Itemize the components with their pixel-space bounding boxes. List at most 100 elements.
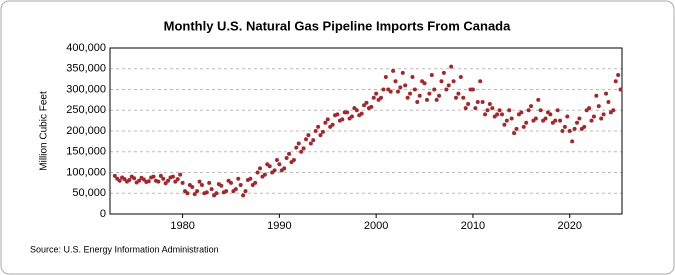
data-point [521,124,526,129]
data-point [473,106,478,111]
data-point [345,110,350,115]
data-point [524,120,529,125]
data-point [308,141,313,146]
data-point [141,177,146,182]
data-point [395,89,400,94]
data-point [379,95,384,100]
data-point [303,137,308,142]
data-point [594,93,599,98]
data-point [606,99,611,104]
data-point [437,93,442,98]
data-point [301,146,306,151]
data-point [127,177,132,182]
data-point [393,79,398,84]
data-point [432,87,437,92]
data-point [219,183,224,188]
data-point [320,129,325,134]
data-point [483,112,488,117]
data-point [253,180,258,185]
data-point [618,87,623,92]
data-point [132,176,137,181]
data-point [558,118,563,123]
y-tick-label: 350,000 [66,63,106,75]
data-point [391,68,396,73]
data-point [325,117,330,122]
data-point [398,85,403,90]
data-point [228,180,233,185]
data-point [596,104,601,109]
data-point [417,93,422,98]
data-point [190,185,195,190]
data-point [466,102,471,107]
data-point [601,112,606,117]
data-point [117,178,122,183]
y-tick-label: 0 [100,208,106,220]
data-point [277,162,282,167]
data-point [349,114,354,119]
y-axis-label: Million Cubic Feet [39,91,50,171]
plot-area [109,47,623,215]
data-point [388,89,393,94]
data-point [161,176,166,181]
data-point [173,179,178,184]
data-point [180,180,185,185]
data-point [514,126,519,131]
data-point [354,108,359,113]
data-point [267,164,272,169]
data-point [536,97,541,102]
data-point [562,124,567,129]
data-point [197,179,202,184]
data-point [429,72,434,77]
data-point [262,172,267,177]
data-point [318,133,323,138]
data-point [589,118,594,123]
y-tick-label: 150,000 [66,146,106,158]
data-point [158,173,163,178]
data-point [178,172,183,177]
data-point [422,81,427,86]
y-tick-label: 250,000 [66,104,106,116]
data-point [199,182,204,187]
data-point [209,187,214,192]
data-point [519,110,524,115]
data-point [335,112,340,117]
data-point [434,97,439,102]
source-note: Source: U.S. Energy Information Administ… [30,244,219,254]
data-point [284,155,289,160]
data-point [485,108,490,113]
data-point [204,190,209,195]
data-point [599,116,604,121]
data-point [582,124,587,129]
data-point [122,177,127,182]
data-point [151,174,156,179]
y-tick-label: 100,000 [66,166,106,178]
data-point [243,189,248,194]
data-point [565,114,570,119]
x-tick-label: 2020 [557,220,581,232]
data-point [611,108,616,113]
data-point [458,75,463,80]
data-point [507,108,512,113]
data-point [241,193,246,198]
data-point [533,116,538,121]
data-point [574,120,579,125]
data-point [613,79,618,84]
data-point [236,176,241,181]
data-point [548,112,553,117]
data-point [175,177,180,182]
data-point [371,95,376,100]
data-point [424,97,429,102]
data-point [509,116,514,121]
data-point [456,91,461,96]
data-point [499,112,504,117]
data-point [323,120,328,125]
data-point [287,151,292,156]
data-point [224,189,229,194]
data-point [497,108,502,113]
data-point [214,191,219,196]
data-point [444,87,449,92]
data-point [427,91,432,96]
data-point [233,187,238,192]
